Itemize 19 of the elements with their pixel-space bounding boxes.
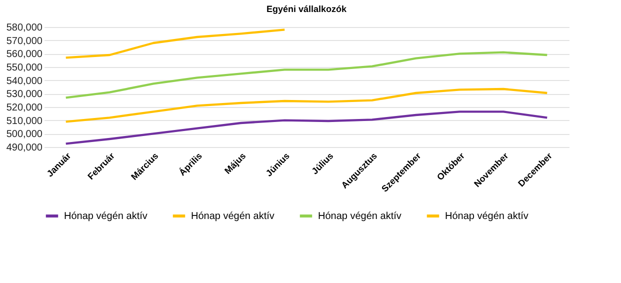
y-tick-label: 500,000 [6, 129, 43, 140]
y-tick-label: 540,000 [6, 76, 43, 87]
y-tick-label: 550,000 [6, 62, 43, 74]
chart-title: Egyéni vállalkozók [266, 4, 348, 14]
y-tick-label: 520,000 [6, 102, 43, 114]
y-tick-label: 570,000 [6, 36, 43, 47]
line-series [64, 28, 286, 59]
y-tick-label: 530,000 [6, 89, 43, 100]
y-tick-label: 560,000 [6, 49, 43, 60]
y-tick-label: 510,000 [6, 116, 43, 127]
legend-label: Hónap végén aktív [64, 211, 148, 222]
legend-label: Hónap végén aktív [445, 211, 528, 222]
legend-label: Hónap végén aktív [191, 211, 274, 222]
line-series [64, 51, 548, 99]
legend-label: Hónap végén aktív [318, 211, 402, 222]
y-tick-label: 580,000 [6, 22, 43, 34]
y-tick-label: 490,000 [6, 142, 43, 154]
line-series [64, 110, 548, 145]
line-series [64, 88, 548, 123]
